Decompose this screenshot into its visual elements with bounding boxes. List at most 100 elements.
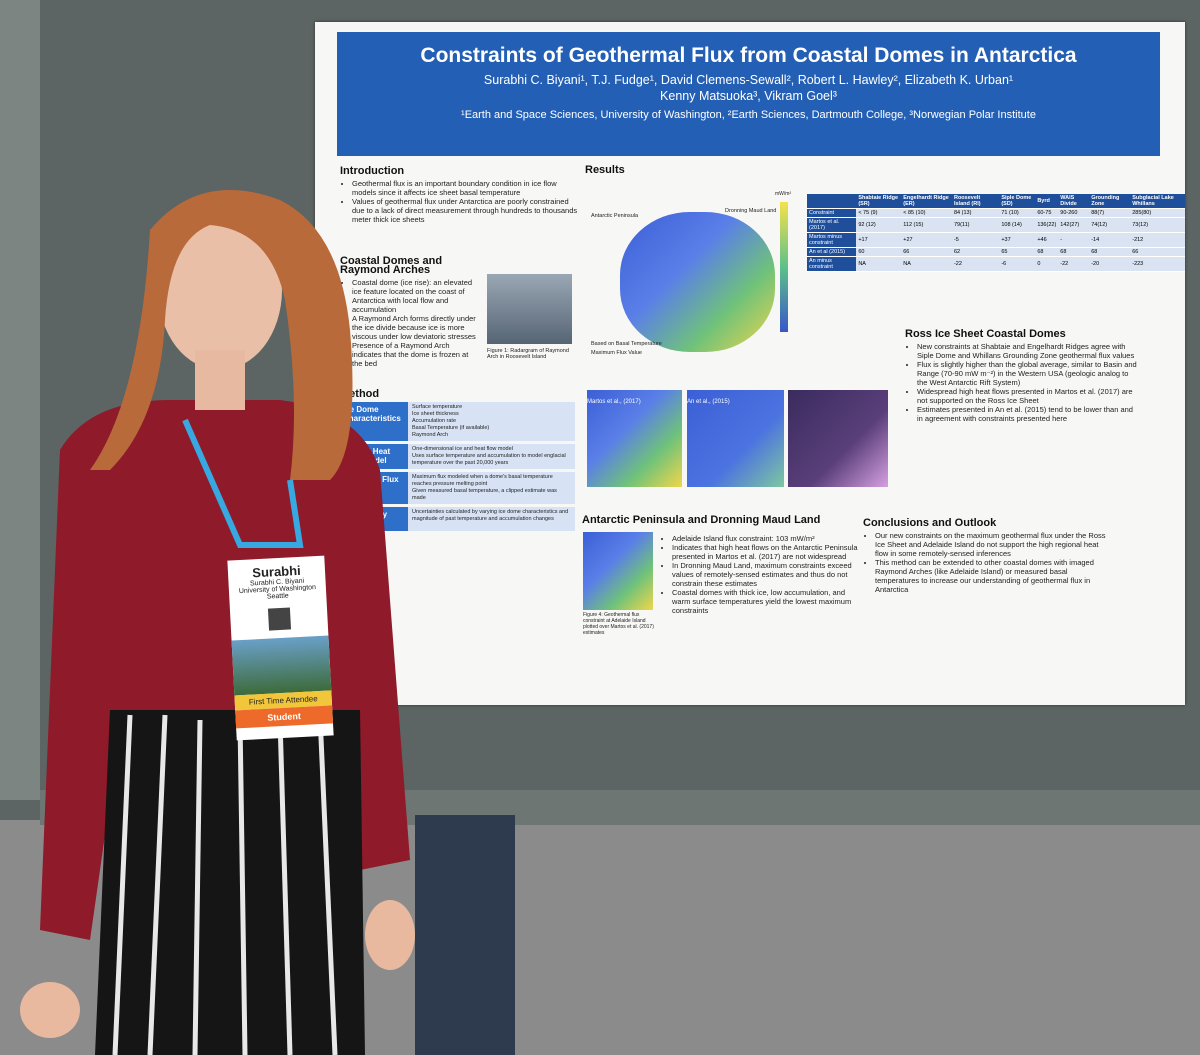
hand bbox=[365, 900, 415, 970]
bullets: Adelaide Island flux constraint: 103 mW/… bbox=[660, 534, 860, 615]
table-cell: 79(11) bbox=[951, 217, 1000, 233]
section-heading: Method bbox=[340, 388, 380, 400]
table-cell: 68 bbox=[1035, 247, 1059, 257]
bullet: Flux is slightly higher than the global … bbox=[917, 360, 1140, 387]
bullet: Widespread high heat flows presented in … bbox=[917, 387, 1140, 405]
section: Introduction Geothermal flux is an import… bbox=[340, 166, 580, 225]
bullet: New constraints at Shabtaie and Engelhar… bbox=[917, 342, 1140, 360]
poster-title: Constraints of Geothermal Flux from Coas… bbox=[420, 44, 1077, 67]
antarctica-map bbox=[620, 212, 775, 352]
section: Ross Ice Sheet Coastal Domes New constrai… bbox=[905, 328, 1140, 424]
table-cell: 73(12) bbox=[1130, 217, 1185, 233]
step-item: Raymond Arch bbox=[412, 432, 449, 438]
bullet: Coastal domes with thick ice, low accumu… bbox=[672, 588, 860, 615]
section: Conclusions and Outlook Our new constrain… bbox=[863, 517, 1113, 595]
table-cell: NA bbox=[856, 256, 902, 272]
board-frame bbox=[0, 0, 40, 800]
table-cell: -14 bbox=[1089, 232, 1131, 248]
section: Coastal Domes and Raymond ArchesCoastal … bbox=[340, 255, 480, 369]
table-cell: NA bbox=[901, 256, 952, 272]
table-cell: 68 bbox=[1058, 247, 1090, 257]
table-cell: +27 bbox=[901, 232, 952, 248]
section-heading: Coastal Domes and Raymond Arches bbox=[340, 255, 443, 276]
bullet: A Raymond Arch forms directly under the … bbox=[352, 314, 480, 341]
step-item: Maximum flux modeled when a dome's basal… bbox=[412, 474, 553, 487]
table-cell: -223 bbox=[1130, 256, 1185, 272]
velocity-panel bbox=[788, 390, 888, 487]
bullet: Values of geothermal flux under Antarcti… bbox=[352, 197, 580, 224]
legend-item: Based on Basal Temperature bbox=[591, 341, 662, 347]
table-cell: 108 (14) bbox=[999, 217, 1036, 233]
colorbar bbox=[780, 202, 788, 332]
table-cell: 68 bbox=[1089, 247, 1131, 257]
section-heading: Antarctic Peninsula and Dronning Maud La… bbox=[582, 514, 821, 526]
step-item: Uncertainties calculated by varying ice … bbox=[412, 509, 569, 522]
table-cell: 285(80) bbox=[1130, 208, 1185, 218]
table-cell: An minus constraint bbox=[807, 256, 857, 272]
bullet: Our new constraints on the maximum geoth… bbox=[875, 531, 1113, 558]
map-label: Antarctic Peninsula bbox=[591, 213, 639, 219]
step-items: Surface temperature Ice sheet thickness Ac… bbox=[408, 402, 575, 441]
title-banner: Constraints of Geothermal Flux from Coas… bbox=[337, 32, 1160, 156]
table-cell: WAIS Divide bbox=[1058, 194, 1090, 209]
table-row: Shabtaie Ridge (SR) Engelhardt Ridge (ER)… bbox=[807, 194, 1185, 209]
background-legs bbox=[415, 815, 515, 1055]
caption: Figure 1: Radargram of Raymond Arch in R… bbox=[487, 348, 569, 360]
data-table: Shabtaie Ridge (SR) Engelhardt Ridge (ER)… bbox=[807, 194, 1185, 272]
section-heading: Ross Ice Sheet Coastal Domes bbox=[905, 328, 1066, 340]
bullet-list: Geothermal flux is an important boundary… bbox=[340, 179, 580, 224]
table-cell: 0 bbox=[1035, 256, 1059, 272]
table-cell: Constraint bbox=[807, 208, 857, 218]
step-item: Given measured basal temperature, a clip… bbox=[412, 488, 557, 501]
bullet-list: Our new constraints on the maximum geoth… bbox=[863, 531, 1113, 594]
bullet: Adelaide Island flux constraint: 103 mW/… bbox=[672, 534, 860, 543]
step-items: One-dimensional ice and heat flow model U… bbox=[408, 444, 575, 469]
badge-art bbox=[231, 635, 332, 696]
table-cell: 74(12) bbox=[1089, 217, 1131, 233]
affiliations: ¹Earth and Space Sciences, University of… bbox=[461, 109, 1036, 121]
authors: Surabhi C. Biyani¹, T.J. Fudge¹, David C… bbox=[483, 73, 1014, 87]
table-cell: Shabtaie Ridge (SR) bbox=[856, 194, 902, 209]
step-item: Ice sheet thickness bbox=[412, 411, 459, 417]
table-cell: +17 bbox=[856, 232, 902, 248]
map-label: Dronning Maud Land bbox=[725, 208, 777, 214]
table-cell: 66 bbox=[1130, 247, 1185, 257]
panel-label: An et al., (2015) bbox=[687, 399, 730, 405]
radargram bbox=[487, 274, 572, 344]
table-cell: 90-260 bbox=[1058, 208, 1090, 218]
step-items: Maximum flux modeled when a dome's basal… bbox=[408, 472, 575, 504]
neck bbox=[195, 350, 245, 410]
table-cell: 142(27) bbox=[1058, 217, 1090, 233]
table-cell: 136(22) bbox=[1035, 217, 1059, 233]
step-item: One-dimensional ice and heat flow model bbox=[412, 446, 513, 452]
bullet: Presence of a Raymond Arch indicates tha… bbox=[352, 341, 480, 368]
hair bbox=[90, 190, 353, 480]
table-cell: Martos minus constraint bbox=[807, 232, 857, 248]
table-cell: 88(7) bbox=[1089, 208, 1131, 218]
table-cell: +46 bbox=[1035, 232, 1059, 248]
table-cell: - bbox=[1058, 232, 1090, 248]
table-row: An minus constraint NA NA -22 -6 0 -22 -20 -223 bbox=[807, 256, 1185, 272]
table-cell: -5 bbox=[951, 232, 1000, 248]
results: Results bbox=[585, 165, 845, 178]
section-heading: Conclusions and Outlook bbox=[863, 517, 997, 529]
qr-code bbox=[267, 607, 291, 631]
table-cell: < 75 (9) bbox=[856, 208, 902, 218]
table-cell: -20 bbox=[1089, 256, 1131, 272]
table-cell: 92 (12) bbox=[856, 217, 902, 233]
table-cell: 66 bbox=[901, 247, 952, 257]
table-cell: -22 bbox=[951, 256, 1000, 272]
table-cell: 84 (13) bbox=[951, 208, 1000, 218]
table-cell: Subglacial Lake Whillans bbox=[1130, 194, 1185, 209]
table-cell: 112 (15) bbox=[901, 217, 952, 233]
face bbox=[158, 210, 282, 370]
table-cell: -22 bbox=[1058, 256, 1090, 272]
table-row: Constraint < 75 (9) < 85 (10) 84 (13) 71 (10… bbox=[807, 208, 1185, 218]
stripes bbox=[112, 714, 338, 1055]
bullet-list: Coastal dome (ice rise): an elevated ice… bbox=[340, 278, 480, 368]
legend-item: Maximum Flux Value bbox=[591, 350, 642, 356]
bullet: Estimates presented in An et al. (2015) … bbox=[917, 405, 1140, 423]
table-cell: 62 bbox=[951, 247, 1000, 257]
table-cell: -6 bbox=[999, 256, 1036, 272]
